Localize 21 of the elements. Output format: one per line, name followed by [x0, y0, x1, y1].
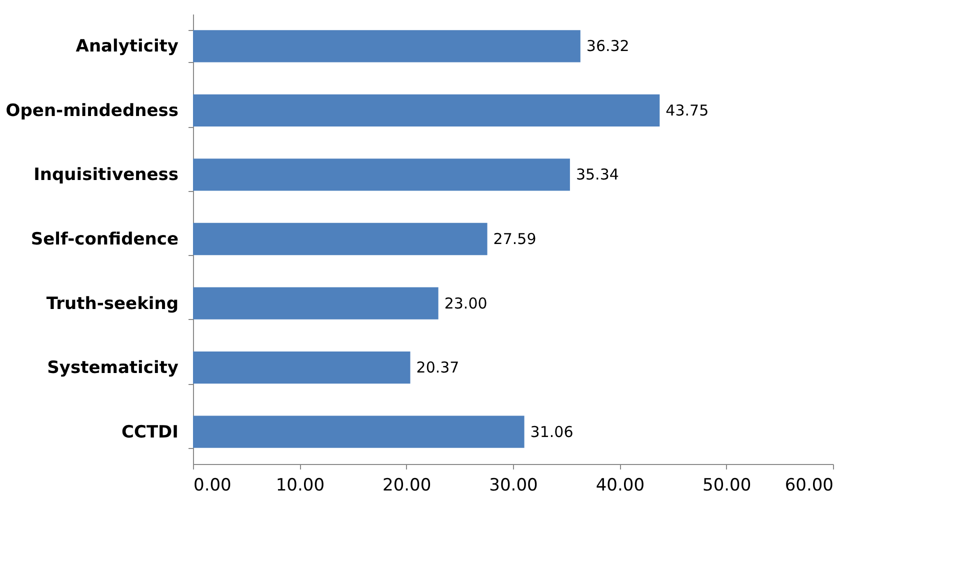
- x-tick-label: 20.00: [382, 476, 432, 496]
- data-label: 43.75: [666, 101, 709, 120]
- y-tick-label: Analyticity: [76, 36, 178, 57]
- data-label: 35.34: [576, 166, 619, 184]
- x-tick-label: 0.00: [194, 476, 232, 496]
- x-tick-label: 60.00: [784, 476, 834, 496]
- data-label: 20.37: [416, 358, 460, 377]
- data-label: 36.32: [586, 37, 630, 56]
- data-label: 31.06: [530, 422, 574, 441]
- x-tick-label: 10.00: [276, 476, 325, 496]
- y-tick-label: Self-confidence: [30, 230, 178, 250]
- y-tick-label: Inquisitiveness: [34, 165, 178, 186]
- x-tick-label: 50.00: [702, 476, 752, 496]
- data-label: 27.59: [493, 230, 536, 248]
- x-tick-label: 30.00: [489, 476, 538, 496]
- y-tick-label: Systematicity: [47, 358, 178, 378]
- data-label: 23.00: [444, 294, 488, 312]
- x-tick-label: 40.00: [596, 476, 645, 496]
- y-tick-label: Open-mindedness: [6, 100, 178, 121]
- y-tick-label: Truth-seeking: [46, 294, 178, 314]
- y-tick-label: CCTDI: [122, 422, 178, 442]
